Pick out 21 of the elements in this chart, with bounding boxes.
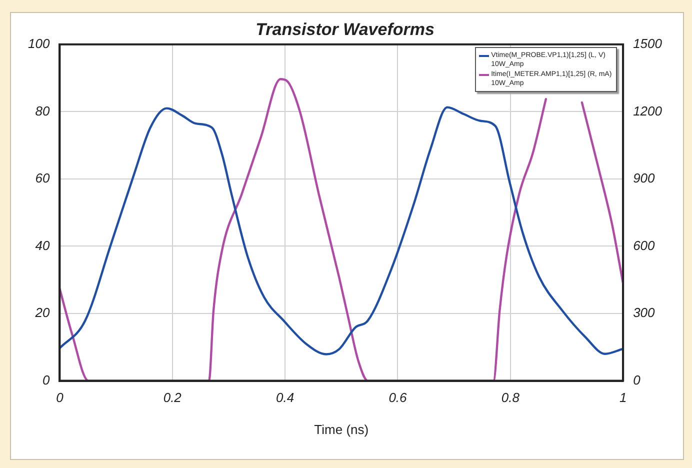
y-tick-label: 80 — [35, 103, 50, 118]
chart-title: Transistor Waveforms — [256, 20, 434, 39]
x-axis-title: Time (ns) — [314, 422, 369, 437]
y2-tick-label: 300 — [633, 305, 656, 320]
y2-tick-label: 0 — [633, 372, 642, 388]
x-tick-label: 0.6 — [388, 390, 408, 406]
y2-tick-label: 900 — [633, 170, 656, 186]
y-tick-label: 0 — [42, 372, 50, 388]
y2-tick-label: 1200 — [633, 103, 663, 118]
x-tick-label: 1 — [619, 390, 627, 406]
y2-tick-label: 600 — [633, 238, 656, 253]
y-tick-label: 40 — [35, 238, 50, 253]
x-tick-label: 0 — [56, 390, 64, 406]
y-tick-label: 60 — [35, 170, 50, 186]
x-tick-label: 0.4 — [276, 390, 294, 406]
y-tick-label: 100 — [28, 36, 50, 52]
line-series — [60, 106, 624, 356]
y2-tick-label: 1500 — [633, 36, 663, 52]
x-tick-label: 0.8 — [501, 390, 520, 406]
y-tick-label: 20 — [34, 305, 50, 320]
x-tick-label: 0.2 — [163, 390, 182, 406]
